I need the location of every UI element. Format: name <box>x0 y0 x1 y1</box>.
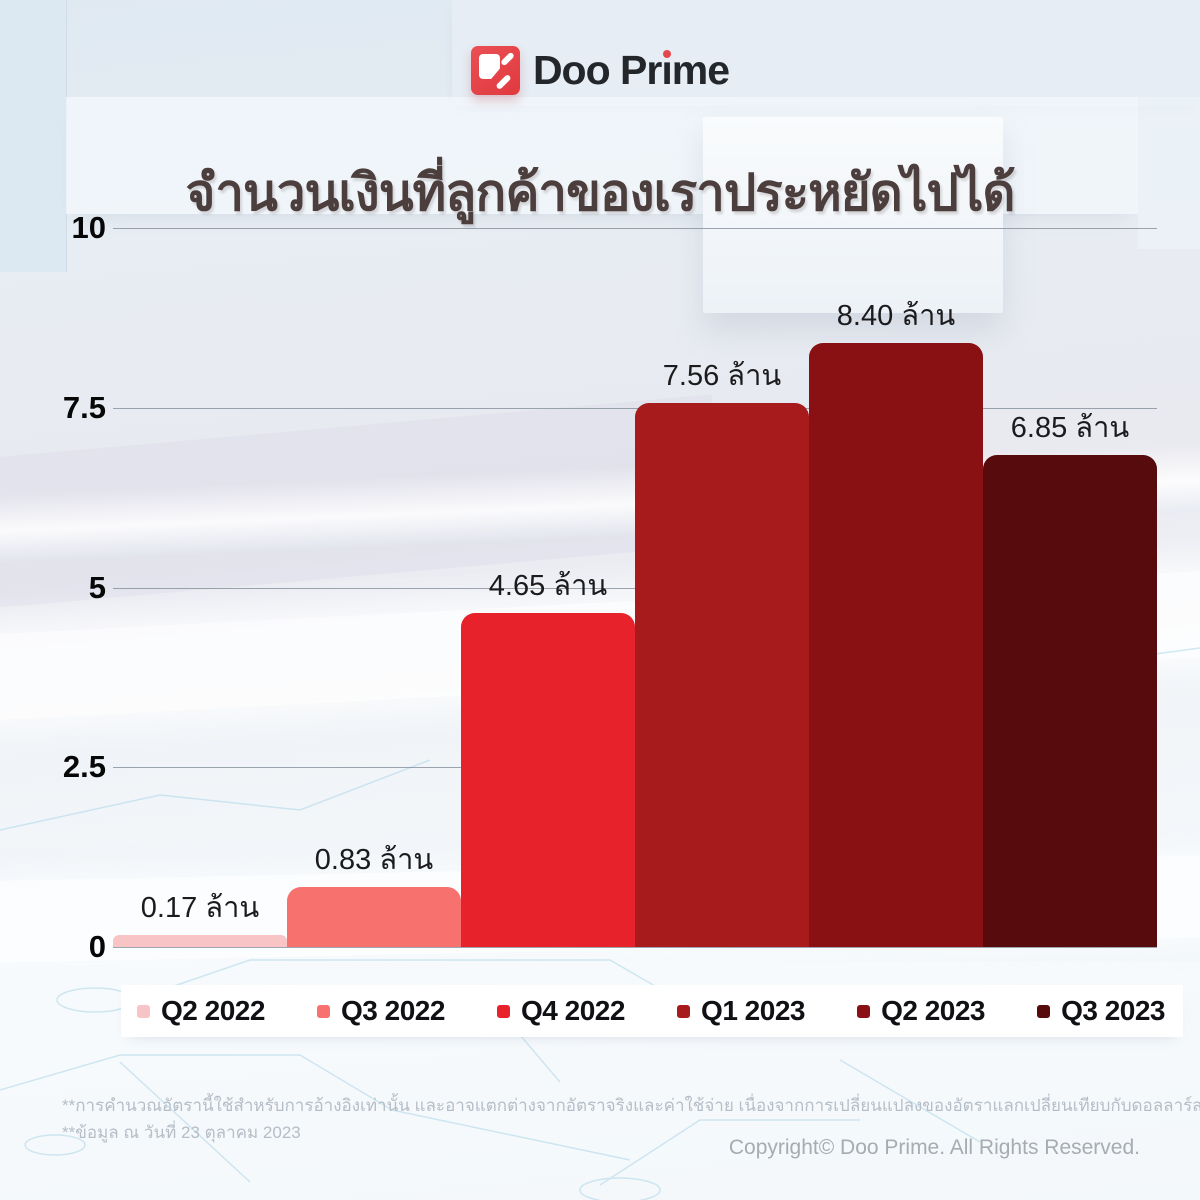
legend-item-q4-2022: Q4 2022 <box>497 995 625 1027</box>
logo-white-dash-bottom <box>495 73 512 91</box>
legend-swatch-q3-2023 <box>1037 1004 1051 1018</box>
y-axis-tick-label: 10 <box>71 210 106 245</box>
legend-swatch-q1-2023 <box>677 1004 691 1018</box>
bar-q4-2022 <box>461 612 635 947</box>
legend: Q2 2022 Q3 2022 Q4 2022 Q1 2023 Q2 2023 Q3 20… <box>121 985 1183 1037</box>
bar-value-label: 4.65 ล้าน <box>488 569 608 602</box>
chart-title: จำนวนเงินที่ลูกค้าของเราประหยัดไปได้ <box>185 164 1015 222</box>
doo-prime-logo: Doo Prı me <box>0 46 1200 95</box>
legend-item-q2-2023: Q2 2023 <box>857 995 985 1027</box>
doo-prime-logo-icon <box>470 46 520 95</box>
legend-label: Q4 2022 <box>521 995 625 1026</box>
logo-text: Doo Prı me <box>532 47 730 93</box>
footnote-1: **การคำนวณอัตรานี้ใช้สำหรับการอ้างอิงเท่… <box>62 1096 1200 1115</box>
y-axis-tick-label: 7.5 <box>62 389 106 425</box>
bar-value-label: 0.17 ล้าน <box>140 891 260 924</box>
y-axis-tick-label: 0 <box>88 929 106 964</box>
legend-swatch-q2-2022 <box>137 1004 150 1018</box>
footnote-2: **ข้อมูล ณ วันที่ 23 ตุลาคม 2023 <box>62 1123 301 1142</box>
legend-item-q3-2022: Q3 2022 <box>317 995 445 1027</box>
bar-q3-2023 <box>983 454 1157 947</box>
bar-value-label: 6.85 ล้าน <box>1010 411 1130 444</box>
legend-label: Q3 2023 <box>1061 995 1165 1026</box>
legend-swatch-q2-2023 <box>857 1004 871 1018</box>
bar-value-label: 7.56 ล้าน <box>662 360 782 393</box>
gridline-y-0 <box>113 947 1157 948</box>
copyright: Copyright© Doo Prime. All Rights Reserve… <box>728 1136 1140 1159</box>
logo-white-dash-top <box>500 51 515 67</box>
legend-item-q3-2023: Q3 2023 <box>1037 995 1165 1027</box>
legend-label: Q2 2023 <box>881 995 985 1026</box>
legend-swatch-q3-2022 <box>317 1004 331 1018</box>
legend-item-q2-2022: Q2 2022 <box>137 995 265 1027</box>
bar-value-label: 8.40 ล้าน <box>836 300 956 333</box>
legend-label: Q1 2023 <box>701 995 805 1026</box>
bar-q1-2023 <box>635 403 809 947</box>
gridline-y-10 <box>113 228 1157 229</box>
legend-label: Q2 2022 <box>161 995 265 1026</box>
logo-white-flag-shape <box>478 54 500 79</box>
logo-red-i-dot <box>662 50 671 58</box>
bar-value-label: 0.83 ล้าน <box>314 844 434 877</box>
legend-item-q1-2023: Q1 2023 <box>677 995 805 1027</box>
y-axis-tick-label: 2.5 <box>62 749 106 785</box>
legend-swatch-q4-2022 <box>497 1004 511 1018</box>
y-axis-tick-label: 5 <box>88 569 106 605</box>
legend-label: Q3 2022 <box>341 995 445 1026</box>
bar-q2-2022 <box>113 934 287 947</box>
